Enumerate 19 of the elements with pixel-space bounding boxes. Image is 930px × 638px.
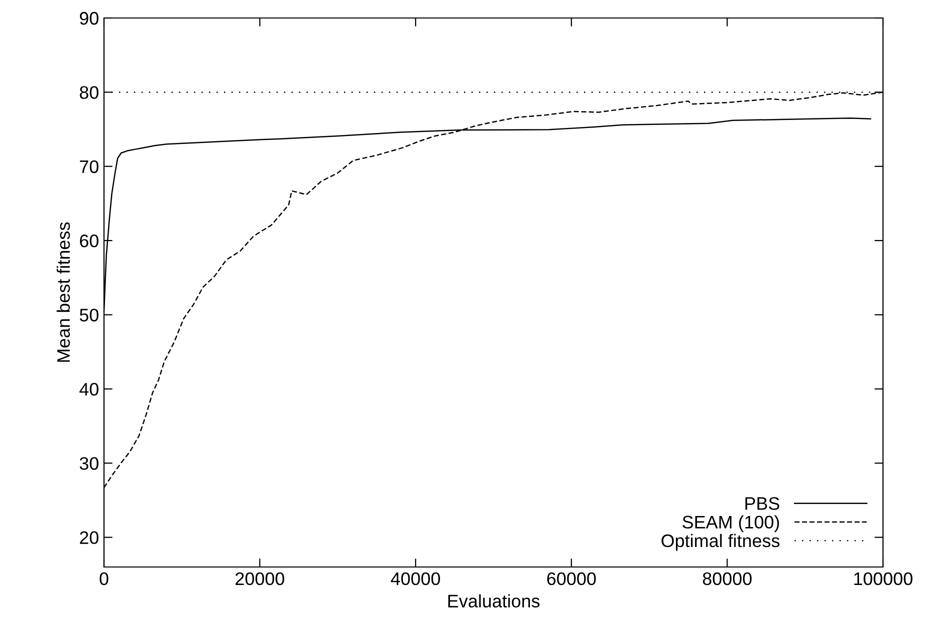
legend-label: SEAM (100)	[682, 515, 779, 532]
x-tick-label: 100000	[854, 572, 912, 586]
y-axis-title: Mean best fitness	[56, 222, 70, 362]
y-tick-label: 60	[80, 234, 98, 248]
y-tick-label: 90	[80, 12, 98, 25]
legend-label: Optimal fitness	[662, 534, 780, 551]
x-tick-label: 60000	[547, 572, 596, 586]
legend-label: PBS	[745, 497, 780, 510]
x-tick-label: 20000	[236, 572, 284, 586]
y-tick-label: 20	[80, 531, 98, 544]
y-tick-label: 70	[80, 160, 98, 174]
y-tick-label: 50	[80, 308, 98, 322]
x-tick-label: 40000	[390, 572, 440, 586]
x-tick-label: 0	[100, 572, 108, 586]
x-axis-title: Evaluations	[448, 594, 540, 608]
y-tick-label: 80	[80, 86, 98, 99]
x-tick-label: 80000	[702, 572, 752, 586]
y-tick-label: 30	[80, 457, 98, 470]
y-tick-label: 40	[79, 382, 98, 396]
